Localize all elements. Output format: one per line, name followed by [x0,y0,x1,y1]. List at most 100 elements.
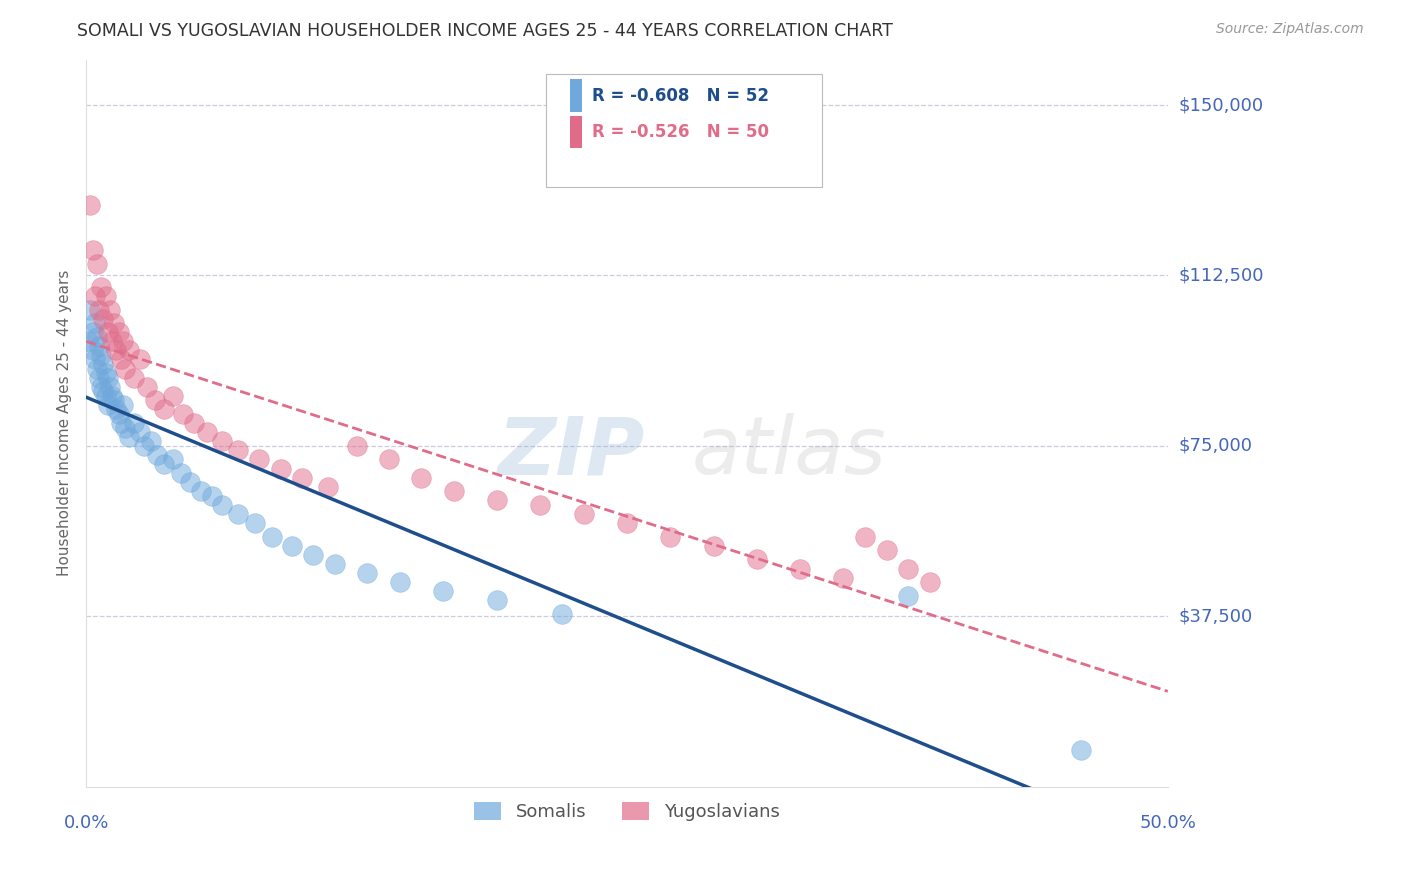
Point [388,575,411,590]
Point [302,548,325,562]
Point [529,498,551,512]
Point [103,393,125,408]
Point [103,316,125,330]
Point [346,439,368,453]
Point [79,302,101,317]
Point [122,416,145,430]
Point [82,325,104,339]
Point [87,339,110,353]
Point [200,489,222,503]
Point [897,589,920,603]
Point [172,407,194,421]
Point [105,343,128,358]
Point [122,370,145,384]
Point [745,552,768,566]
Point [139,434,162,449]
Point [87,370,110,384]
Text: atlas: atlas [692,413,887,491]
Point [97,325,120,339]
Point [226,443,249,458]
Point [105,402,128,417]
Point [443,484,465,499]
Point [323,557,346,571]
Point [179,475,201,490]
Point [853,530,876,544]
Point [93,357,115,371]
Point [432,584,454,599]
Point [789,561,811,575]
Point [94,389,117,403]
FancyBboxPatch shape [546,74,821,186]
Point [291,470,314,484]
Point [356,566,378,580]
Point [897,561,920,575]
Point [170,466,193,480]
Point [226,507,249,521]
Text: 50.0%: 50.0% [1139,814,1197,832]
Point [77,334,100,349]
Point [83,352,105,367]
Point [411,470,433,484]
Text: $75,000: $75,000 [1180,437,1253,455]
Point [135,380,157,394]
Text: R = -0.526   N = 50: R = -0.526 N = 50 [592,123,769,141]
Point [129,425,152,440]
Point [162,452,184,467]
Point [243,516,266,530]
Text: $112,500: $112,500 [1180,267,1264,285]
Bar [569,116,582,148]
Point [118,430,141,444]
Point [153,402,176,417]
Point [90,380,112,394]
Point [1070,743,1092,757]
Point [82,244,104,258]
Point [94,366,117,380]
Point [90,348,112,362]
Point [153,457,176,471]
Point [195,425,218,440]
Point [82,343,104,358]
Y-axis label: Householder Income Ages 25 - 44 years: Householder Income Ages 25 - 44 years [58,270,72,576]
Point [146,448,169,462]
Point [551,607,574,621]
Point [107,407,129,421]
Point [918,575,941,590]
Point [143,393,166,408]
Point [98,380,121,394]
Point [378,452,401,467]
Point [134,439,156,453]
Point [110,416,132,430]
Point [93,311,115,326]
Point [79,198,101,212]
Point [572,507,595,521]
Point [616,516,638,530]
Text: ZIP: ZIP [498,413,644,491]
Point [101,389,124,403]
Point [211,498,233,512]
Text: 0.0%: 0.0% [63,814,108,832]
Point [101,334,124,349]
Point [486,493,509,508]
Point [90,280,112,294]
Point [318,480,340,494]
Legend: Somalis, Yugoslavians: Somalis, Yugoslavians [467,795,787,829]
Point [876,543,898,558]
Point [270,461,292,475]
Point [83,289,105,303]
Point [211,434,233,449]
Point [97,398,120,412]
Point [702,539,724,553]
Point [94,289,117,303]
Point [262,530,284,544]
Point [98,302,121,317]
Point [280,539,302,553]
Text: Source: ZipAtlas.com: Source: ZipAtlas.com [1216,22,1364,37]
Point [129,352,152,367]
Point [162,389,184,403]
Point [83,316,105,330]
Point [111,334,134,349]
Point [107,325,129,339]
Point [93,384,115,399]
Point [87,302,110,317]
Point [114,420,136,434]
